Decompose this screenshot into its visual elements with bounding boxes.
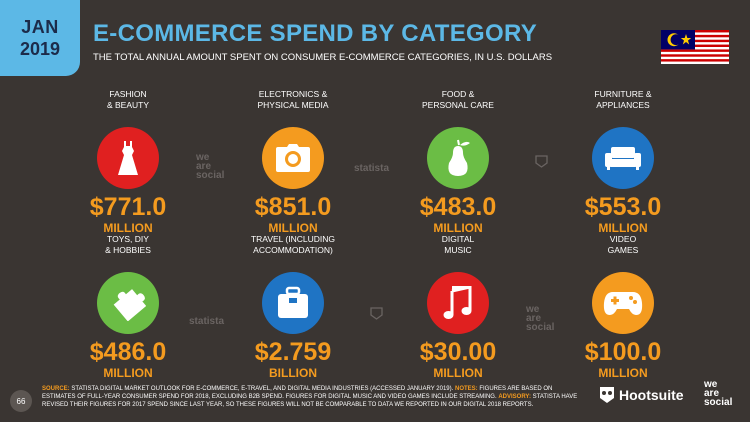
- category-label: ELECTRONICS &: [258, 89, 328, 99]
- camera-icon: [276, 144, 310, 172]
- category-value: $100.0: [584, 338, 662, 366]
- category-label: TRAVEL (INCLUDING: [250, 234, 336, 244]
- gamepad-icon: [603, 292, 643, 315]
- category-icon-circle: [592, 127, 654, 189]
- category-value: $2.759: [254, 338, 332, 366]
- hootsuite-logo: Hootsuite: [598, 386, 684, 404]
- hootsuite-owl-icon: [600, 387, 614, 403]
- owl-watermark-icon: [535, 155, 548, 168]
- luggage-icon: [278, 286, 308, 318]
- category-toys: TOYS, DIY & HOBBIES $486.0 MILLION: [53, 234, 203, 380]
- category-label: FOOD &: [441, 89, 475, 99]
- category-label: APPLIANCES: [596, 100, 650, 110]
- category-unit: MILLION: [598, 221, 648, 235]
- category-label: PHYSICAL MEDIA: [257, 100, 329, 110]
- owl-watermark-icon: [370, 307, 383, 320]
- category-icon-circle: [97, 272, 159, 334]
- category-furniture: FURNITURE & APPLIANCES $553.0 MILLION: [548, 89, 698, 235]
- page-number: 66: [10, 390, 32, 412]
- category-fashion: FASHION & BEAUTY $771.0 MILLION: [53, 89, 203, 235]
- category-value: $30.00: [419, 338, 497, 366]
- category-unit: MILLION: [598, 366, 648, 380]
- we-are-social-watermark: we are social: [196, 152, 225, 181]
- category-games: VIDEO GAMES $100.0 MILLION: [548, 234, 698, 380]
- category-label: FURNITURE &: [594, 89, 652, 99]
- category-icon-circle: [97, 127, 159, 189]
- date-badge: JAN 2019: [0, 0, 80, 76]
- statista-watermark: statista: [189, 316, 225, 327]
- category-unit: MILLION: [103, 221, 153, 235]
- category-label: DIGITAL: [441, 234, 475, 244]
- category-label: & BEAUTY: [106, 100, 150, 110]
- category-value: $553.0: [584, 193, 662, 221]
- category-label: MUSIC: [444, 245, 472, 255]
- we-are-social-logo: we are social: [704, 379, 733, 408]
- advisory-key: ADVISORY:: [498, 394, 531, 400]
- pear-icon: [448, 139, 470, 176]
- category-icon-circle: [427, 272, 489, 334]
- malaysia-flag-icon: [661, 30, 729, 64]
- category-unit: MILLION: [103, 366, 153, 380]
- notes-text: FIGURES ARE BASED ON ESTIMATES OF FULL-Y…: [42, 386, 553, 400]
- badge-month: JAN: [21, 17, 59, 37]
- category-label: PERSONAL CARE: [422, 100, 494, 110]
- page-title: E-COMMERCE SPEND BY CATEGORY: [93, 20, 537, 47]
- category-food: FOOD & PERSONAL CARE $483.0 MILLION: [383, 89, 533, 235]
- dress-icon: [118, 141, 138, 175]
- notes-key: NOTES:: [454, 386, 478, 392]
- we-are-social-watermark: we are social: [526, 304, 555, 333]
- category-label: FASHION: [109, 89, 147, 99]
- category-unit: BILLION: [269, 366, 317, 380]
- hootsuite-wordmark: Hootsuite: [619, 387, 684, 403]
- category-music: DIGITAL MUSIC $30.00 MILLION: [383, 234, 533, 380]
- category-label: VIDEO: [609, 234, 637, 244]
- statista-watermark: statista: [354, 163, 390, 174]
- category-icon-circle: [262, 127, 324, 189]
- music-note-icon: [443, 286, 472, 319]
- puzzle-icon: [113, 289, 146, 321]
- category-electronics: ELECTRONICS & PHYSICAL MEDIA $851.0 MILLI…: [218, 89, 368, 235]
- source-text: STATISTA DIGITAL MARKET OUTLOOK FOR E-CO…: [71, 386, 454, 392]
- sofa-icon: [605, 147, 641, 170]
- badge-year: 2019: [19, 39, 61, 59]
- page-subtitle: THE TOTAL ANNUAL AMOUNT SPENT ON CONSUME…: [93, 52, 553, 63]
- footer-notes: SOURCE: STATISTA DIGITAL MARKET OUTLOOK …: [42, 385, 582, 409]
- category-unit: MILLION: [268, 221, 318, 235]
- category-label: GAMES: [607, 245, 639, 255]
- category-label: ACCOMMODATION): [253, 245, 333, 255]
- category-label: & HOBBIES: [105, 245, 151, 255]
- category-travel: TRAVEL (INCLUDING ACCOMMODATION) $2.759 B…: [218, 234, 368, 380]
- category-value: $851.0: [254, 193, 332, 221]
- category-value: $486.0: [89, 338, 167, 366]
- category-label: TOYS, DIY: [107, 234, 149, 244]
- category-icon-circle: [262, 272, 324, 334]
- category-unit: MILLION: [433, 366, 483, 380]
- category-icon-circle: [592, 272, 654, 334]
- category-icon-circle: [427, 127, 489, 189]
- source-key: SOURCE:: [42, 386, 70, 392]
- category-unit: MILLION: [433, 221, 483, 235]
- category-value: $771.0: [89, 193, 167, 221]
- advisory-text: STATISTA HAVE REVISED THEIR FIGURES FOR …: [42, 394, 578, 408]
- category-value: $483.0: [419, 193, 497, 221]
